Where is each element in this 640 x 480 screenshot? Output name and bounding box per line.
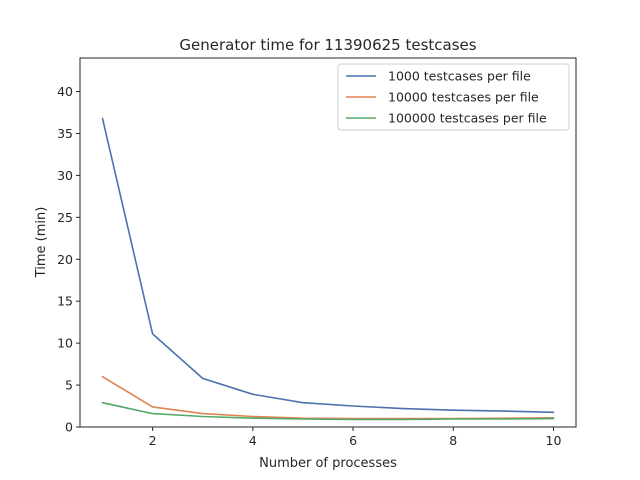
x-axis-label: Number of processes — [259, 456, 397, 471]
y-tick-label: 10 — [57, 336, 73, 351]
x-axis: 2 4 6 8 10 — [149, 427, 562, 448]
legend-box — [337, 63, 570, 131]
y-tick-label: 40 — [57, 84, 73, 99]
legend: 1000 testcases per file 10000 testcases p… — [337, 63, 570, 131]
x-tick-label: 2 — [149, 433, 157, 448]
y-tick-label: 25 — [57, 210, 73, 225]
y-tick-label: 30 — [57, 168, 73, 183]
y-tick-label: 20 — [57, 252, 73, 267]
series-line-3 — [101, 401, 555, 421]
x-tick-label: 10 — [546, 433, 562, 448]
y-axis: 0 5 10 15 20 25 30 35 40 — [57, 84, 80, 435]
x-tick-label: 8 — [449, 433, 457, 448]
x-tick-label: 6 — [349, 433, 357, 448]
y-tick-label: 15 — [57, 294, 73, 309]
y-axis-label: Time (min) — [34, 207, 49, 279]
series-line-1 — [101, 117, 555, 414]
legend-label-3: 100000 testcases per file — [388, 111, 547, 126]
legend-label-1: 1000 testcases per file — [388, 69, 531, 84]
y-tick-label: 0 — [65, 420, 73, 435]
y-tick-label: 35 — [57, 126, 73, 141]
series-layer — [101, 117, 555, 421]
plot-frame — [79, 57, 577, 428]
x-tick-label: 4 — [249, 433, 257, 448]
y-tick-label: 5 — [65, 378, 73, 393]
legend-label-2: 10000 testcases per file — [388, 90, 539, 105]
chart-title: Generator time for 11390625 testcases — [179, 36, 476, 54]
